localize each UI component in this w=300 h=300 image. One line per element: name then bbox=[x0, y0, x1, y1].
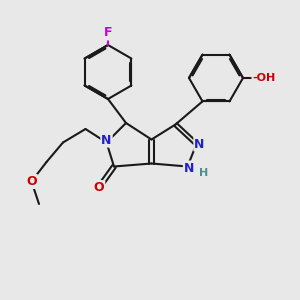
Text: O: O bbox=[26, 175, 37, 188]
Text: -OH: -OH bbox=[252, 73, 276, 83]
Text: N: N bbox=[184, 161, 194, 175]
Text: F: F bbox=[104, 26, 112, 40]
Text: N: N bbox=[194, 137, 205, 151]
Text: H: H bbox=[200, 167, 208, 178]
Text: O: O bbox=[94, 181, 104, 194]
Text: N: N bbox=[101, 134, 112, 147]
